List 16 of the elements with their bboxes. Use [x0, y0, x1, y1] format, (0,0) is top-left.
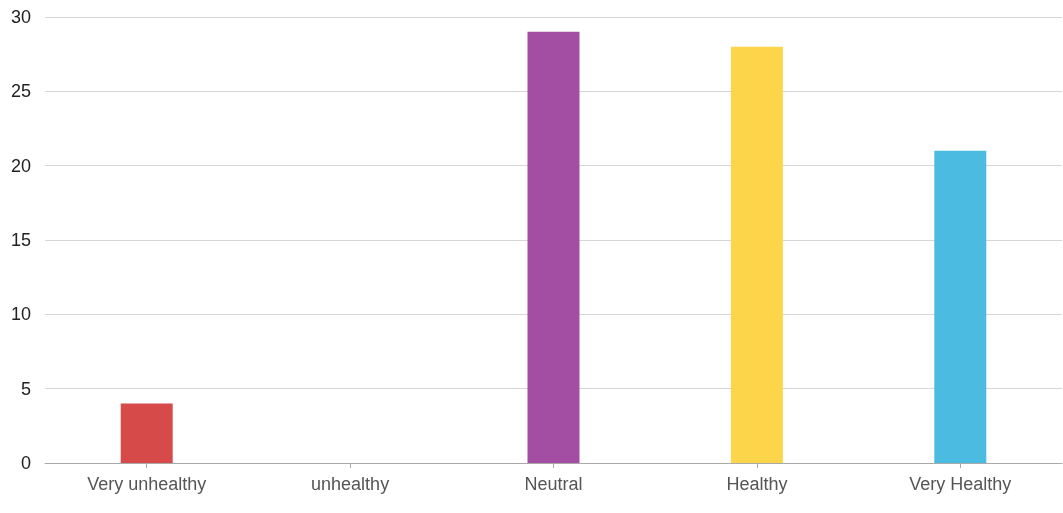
bar: [527, 31, 580, 463]
y-tick-label: 5: [20, 378, 31, 399]
y-tick-label: 10: [10, 304, 31, 325]
x-tick-label: Healthy: [726, 474, 788, 494]
y-tick-label: 30: [10, 7, 31, 27]
x-tick-label: unhealthy: [311, 474, 390, 494]
bar: [730, 46, 783, 463]
y-tick-label: 25: [10, 81, 31, 102]
x-tick-label: Very unhealthy: [87, 474, 207, 494]
y-tick-label: 15: [10, 230, 31, 250]
bar: [120, 403, 173, 463]
y-tick-label: 20: [10, 155, 31, 176]
x-tick-label: Very Healthy: [909, 474, 1012, 494]
x-tick-label: Neutral: [524, 474, 583, 494]
y-tick-label: 0: [20, 453, 31, 473]
bar: [934, 150, 987, 463]
